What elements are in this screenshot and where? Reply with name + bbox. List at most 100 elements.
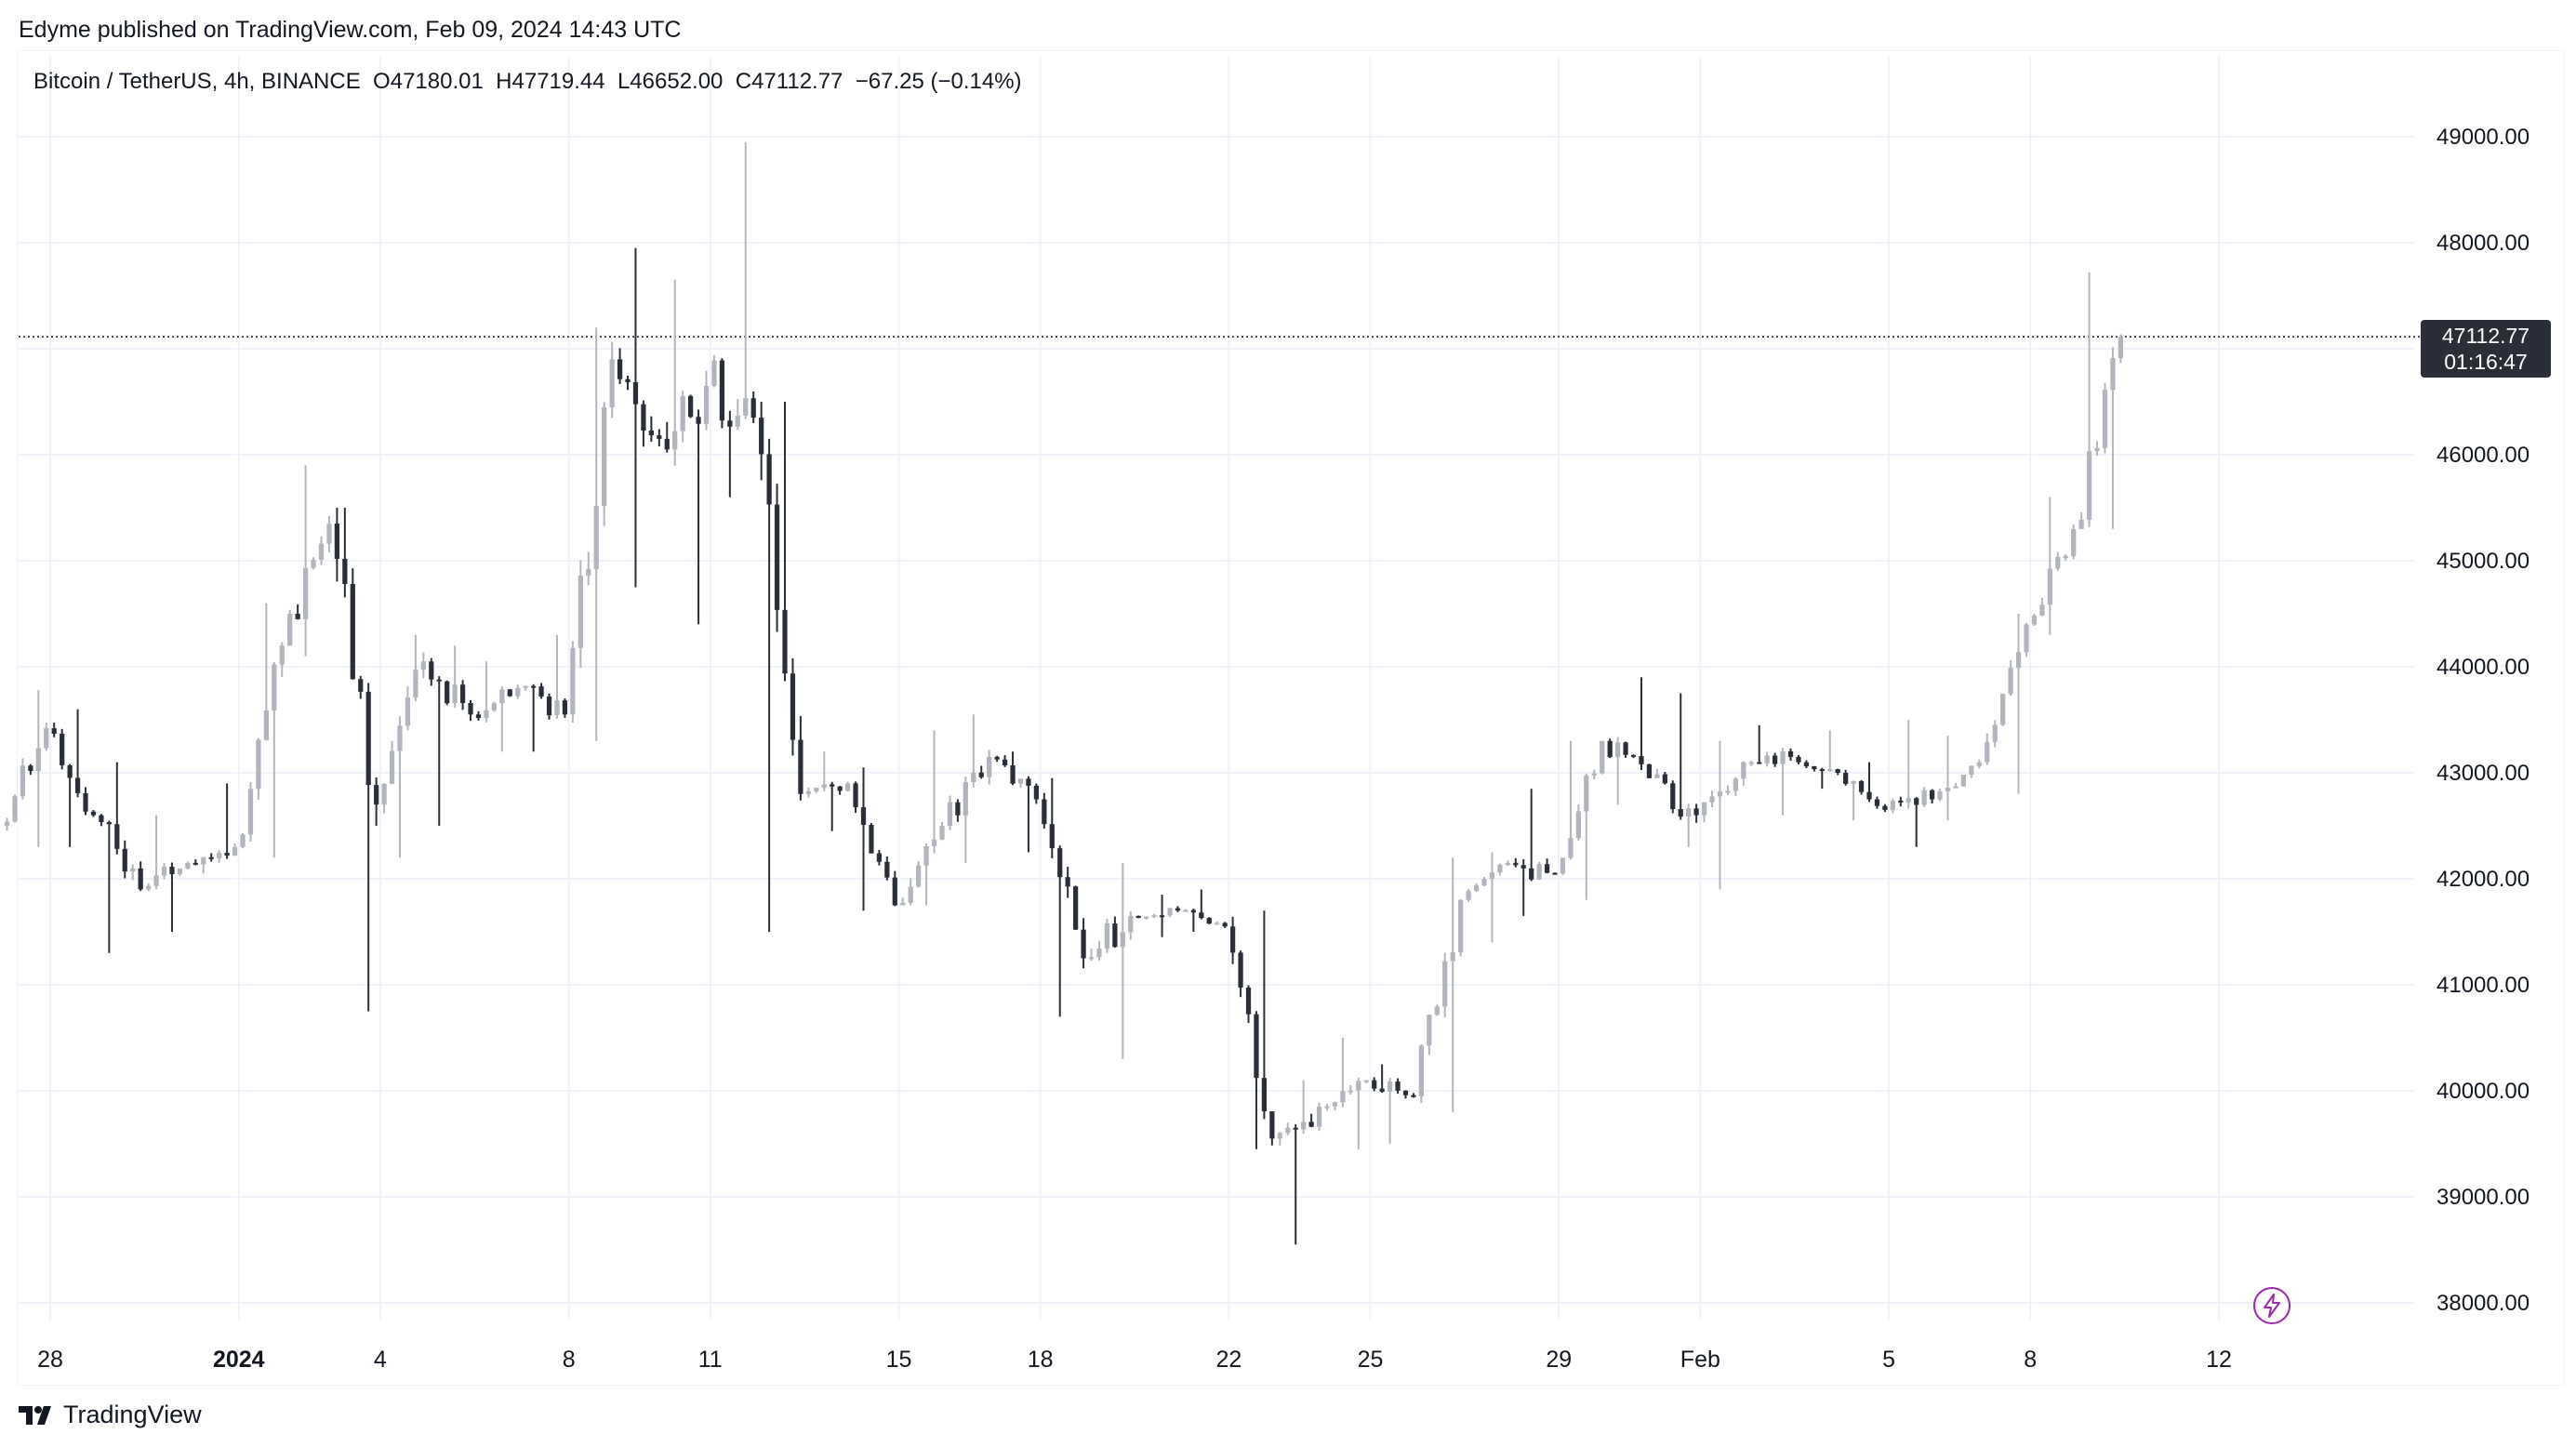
symbol-legend: Bitcoin / TetherUS, 4h, BINANCE O47180.0…	[33, 69, 1022, 95]
x-tick-label: 4	[374, 1347, 387, 1373]
candle-body	[279, 645, 285, 665]
candle-body	[334, 524, 340, 559]
candle-body	[161, 867, 167, 876]
candle-body	[923, 845, 929, 866]
candle-body	[1379, 1088, 1385, 1092]
candle-body	[169, 867, 175, 875]
candle-body	[1065, 877, 1070, 887]
lightning-icon[interactable]	[2253, 1287, 2291, 1324]
candle-body	[1206, 918, 1212, 924]
candle-body	[2039, 604, 2045, 616]
candle-body	[1017, 778, 1024, 784]
candle-body	[1434, 1006, 1440, 1016]
candle-body	[1843, 773, 1849, 784]
candle-body	[523, 685, 528, 688]
candle-body	[1584, 775, 1589, 812]
chart-frame[interactable]	[17, 50, 2565, 1386]
candle-body	[853, 783, 858, 808]
y-tick-label: 45000.00	[2437, 549, 2530, 574]
candle-body	[1372, 1080, 1377, 1089]
candle-body	[1914, 798, 1919, 805]
candle-body	[445, 681, 450, 704]
candle-body	[177, 869, 183, 875]
candle-body	[1717, 791, 1723, 797]
candle-body	[1057, 848, 1063, 878]
candle-body	[1741, 762, 1746, 779]
candle-body	[2063, 556, 2068, 559]
candle-body	[1835, 769, 1840, 773]
candle-body	[625, 378, 631, 383]
candle-body	[1812, 766, 1817, 770]
candle-body	[687, 395, 694, 418]
tradingview-brand[interactable]: TradingView	[19, 1401, 202, 1429]
publish-info: Edyme published on TradingView.com, Feb …	[19, 17, 682, 43]
x-tick-label: 2024	[213, 1347, 265, 1373]
candle-body	[2055, 556, 2061, 569]
time-axis[interactable]: 28 2024 4 8 11 15 18 22 25 29 Feb 5 8 12	[37, 1347, 2232, 1373]
candle-body	[28, 765, 33, 772]
candle-body	[766, 454, 772, 505]
x-tick-label: 5	[1882, 1347, 1895, 1373]
candle-body	[570, 647, 576, 715]
candle-body	[459, 684, 466, 704]
candle-body	[1529, 868, 1534, 880]
y-tick-label: 39000.00	[2437, 1185, 2530, 1210]
candle-body	[224, 853, 230, 856]
candle-body	[1466, 890, 1471, 900]
candle-body	[578, 575, 583, 648]
candle-body	[586, 568, 591, 576]
candle-body	[1725, 790, 1731, 793]
candle-body	[1324, 1106, 1330, 1108]
candle-body	[468, 703, 473, 715]
x-tick-label: 15	[886, 1347, 912, 1373]
candle-body	[2031, 615, 2038, 625]
candle-body	[1678, 809, 1683, 817]
candle-body	[1458, 899, 1464, 953]
y-tick-label: 44000.00	[2437, 655, 2530, 680]
candle-body	[869, 824, 874, 854]
candle-body	[484, 710, 489, 719]
price-axis[interactable]: 38000.00 39000.00 40000.00 41000.00 42000.00…	[2437, 125, 2530, 1316]
candle-body	[1473, 885, 1480, 891]
x-tick-label: 8	[563, 1347, 576, 1373]
candle-body	[20, 765, 26, 797]
candle-body	[531, 685, 537, 688]
candle-body	[4, 821, 10, 826]
candle-body	[978, 772, 984, 777]
candle-body	[1159, 915, 1165, 918]
candle-body	[955, 802, 961, 816]
candle-body	[1481, 879, 1487, 886]
candle-body	[1851, 780, 1856, 784]
brand-name: TradingView	[63, 1401, 202, 1428]
candle-body	[1544, 864, 1550, 873]
candle-body	[1332, 1102, 1338, 1107]
candle-body	[1607, 740, 1613, 758]
candle-body	[1937, 790, 1943, 800]
candle-body	[916, 865, 922, 887]
candle-body	[122, 848, 127, 872]
candle-body	[939, 826, 945, 840]
candle-body	[1780, 750, 1786, 764]
candle-body	[374, 785, 379, 805]
candle-body	[727, 420, 733, 427]
candle-body	[562, 700, 568, 715]
candle-body	[680, 395, 685, 431]
candle-body	[429, 661, 434, 680]
y-tick-label: 48000.00	[2437, 231, 2530, 256]
candle-body	[114, 824, 120, 849]
candle-body	[44, 728, 49, 749]
candle-body	[696, 417, 701, 424]
candle-body	[201, 856, 206, 865]
candle-body	[420, 661, 426, 670]
candle-body	[790, 673, 796, 740]
candle-body	[2110, 358, 2116, 391]
candle-body	[185, 862, 191, 870]
candle-body	[311, 560, 316, 568]
y-tick-label: 49000.00	[2437, 125, 2530, 150]
candle-body	[1277, 1133, 1282, 1139]
candle-body	[798, 739, 803, 794]
candle-body	[1088, 957, 1095, 960]
candle-body	[1976, 762, 1982, 766]
candle-body	[1356, 1081, 1361, 1091]
